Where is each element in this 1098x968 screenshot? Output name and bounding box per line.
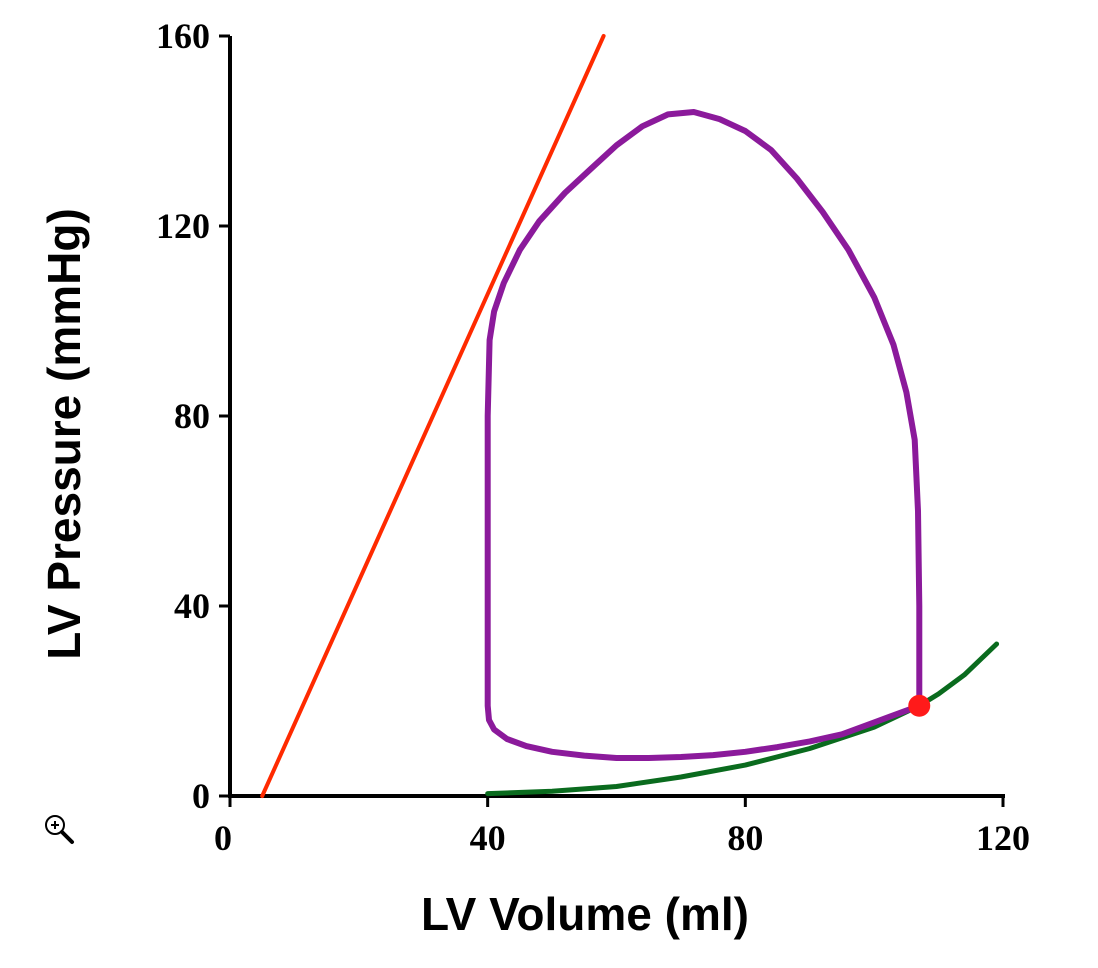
x-tick-label: 40 xyxy=(470,818,506,858)
tick-labels: 0 40 80 120 160 0 40 80 120 xyxy=(156,16,1030,858)
y-tick-label: 160 xyxy=(156,16,210,56)
x-tick-label: 80 xyxy=(727,818,763,858)
end-diastolic-point-marker xyxy=(908,694,931,717)
edpvr-line xyxy=(485,641,1000,797)
axes xyxy=(219,34,1005,807)
y-tick-label: 0 xyxy=(192,776,210,816)
y-axis-title: LV Pressure (mmHg) xyxy=(38,208,90,660)
plot-area xyxy=(260,34,1000,798)
x-tick-label: 120 xyxy=(976,818,1030,858)
x-axis-title: LV Volume (ml) xyxy=(421,888,749,940)
y-tick-label: 120 xyxy=(156,206,210,246)
pv-loop-line xyxy=(484,109,923,761)
y-tick-label: 40 xyxy=(174,586,210,626)
x-tick-label: 0 xyxy=(214,818,232,858)
zoom-in-icon[interactable] xyxy=(42,812,76,846)
y-tick-label: 80 xyxy=(174,396,210,436)
espvr-line xyxy=(260,34,606,798)
